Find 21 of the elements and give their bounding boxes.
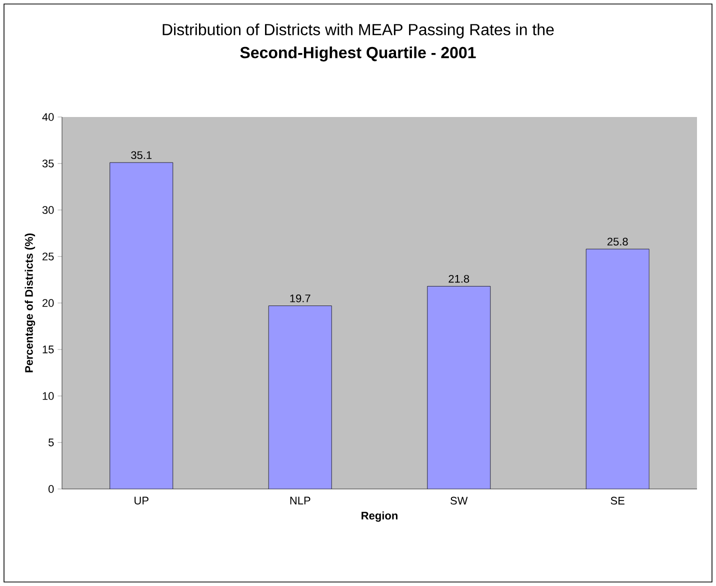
x-tick-label: UP (134, 496, 148, 504)
data-label: 35.1 (131, 151, 152, 160)
x-tick-label: SW (450, 496, 468, 505)
chart-title: Distribution of Districts with MEAP Passing Rates in the (162, 24, 554, 38)
x-tick-label: SE (610, 496, 624, 505)
y-tick-label: 25 (42, 252, 54, 260)
chart-subtitle: Second-Highest Quartile - 2001 (240, 46, 476, 62)
y-tick-label: 5 (48, 438, 54, 446)
y-tick-label: 15 (42, 346, 54, 354)
data-label: 21.8 (448, 274, 470, 283)
y-tick-label: 0 (48, 485, 54, 493)
y-tick-label: 30 (42, 206, 54, 214)
y-tick-label: 40 (42, 113, 54, 121)
y-axis-title: Percentage of Districts (%) (24, 234, 36, 372)
y-tick-label: 10 (42, 392, 54, 400)
data-label: 25.8 (607, 238, 628, 246)
y-tick-label: 35 (42, 160, 54, 168)
x-tick-label: NLP (290, 496, 310, 504)
data-label: 19.7 (290, 294, 310, 302)
y-tick-label: 20 (42, 299, 54, 307)
x-axis-title: Region (362, 511, 398, 522)
